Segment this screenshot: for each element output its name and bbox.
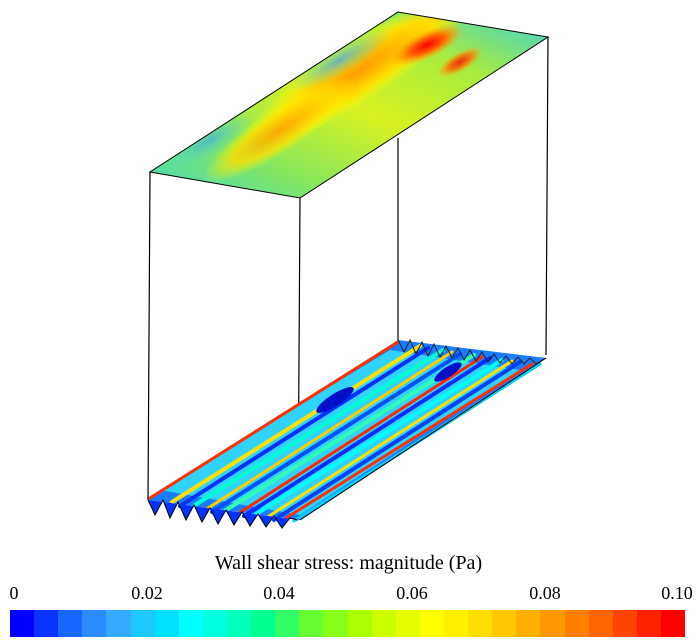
colorbar-swatch [58,610,83,637]
colorbar-swatch [275,610,300,637]
colorbar-swatch [347,610,372,637]
colorbar-swatch [419,610,444,637]
colorbar-swatch [251,610,276,637]
colorbar-tick-label: 0.04 [263,583,295,603]
colorbar-swatch [82,610,107,637]
colorbar-swatch [660,610,686,637]
top-wall-surface [148,11,550,199]
colorbar-tick-label: 0.02 [131,583,163,603]
colorbar-swatch [130,610,155,637]
colorbar-swatch [202,610,227,637]
colorbar-swatch [299,610,324,637]
colorbar-swatch [395,610,420,637]
colorbar-swatch [612,610,637,637]
colorbar-tick-label: 0.08 [529,583,561,603]
colorbar-tick-label: 0 [9,583,19,603]
colorbar-swatch [226,610,252,637]
colorbar-swatch [564,610,589,637]
bottom-corrugated-wall [147,338,547,529]
colorbar-tick-label: 0.10 [661,583,693,603]
colorbar-swatch [636,610,661,637]
colorbar-title: Wall shear stress: magnitude (Pa) [214,552,483,574]
colorbar-swatch [34,610,59,637]
colorbar-swatch [154,610,179,637]
colorbar-swatch [443,610,469,637]
colorbar-swatch [323,610,348,637]
colorbar-swatch [106,610,131,637]
colorbar-swatch [371,610,396,637]
colorbar-swatch [516,610,541,637]
colorbar-tick-label: 0.06 [396,583,428,603]
colorbar-swatch [588,610,613,637]
colorbar-swatch [540,610,565,637]
colorbar-swatch [10,610,35,637]
wall-shear-stress-3d-plot [147,11,550,529]
colorbar-swatch [468,610,493,637]
colorbar-swatch [178,610,203,637]
colorbar-swatch [492,610,517,637]
colorbar [10,610,686,637]
corrugation-front-edge [147,498,299,529]
corrugation-back-edge [397,338,547,365]
